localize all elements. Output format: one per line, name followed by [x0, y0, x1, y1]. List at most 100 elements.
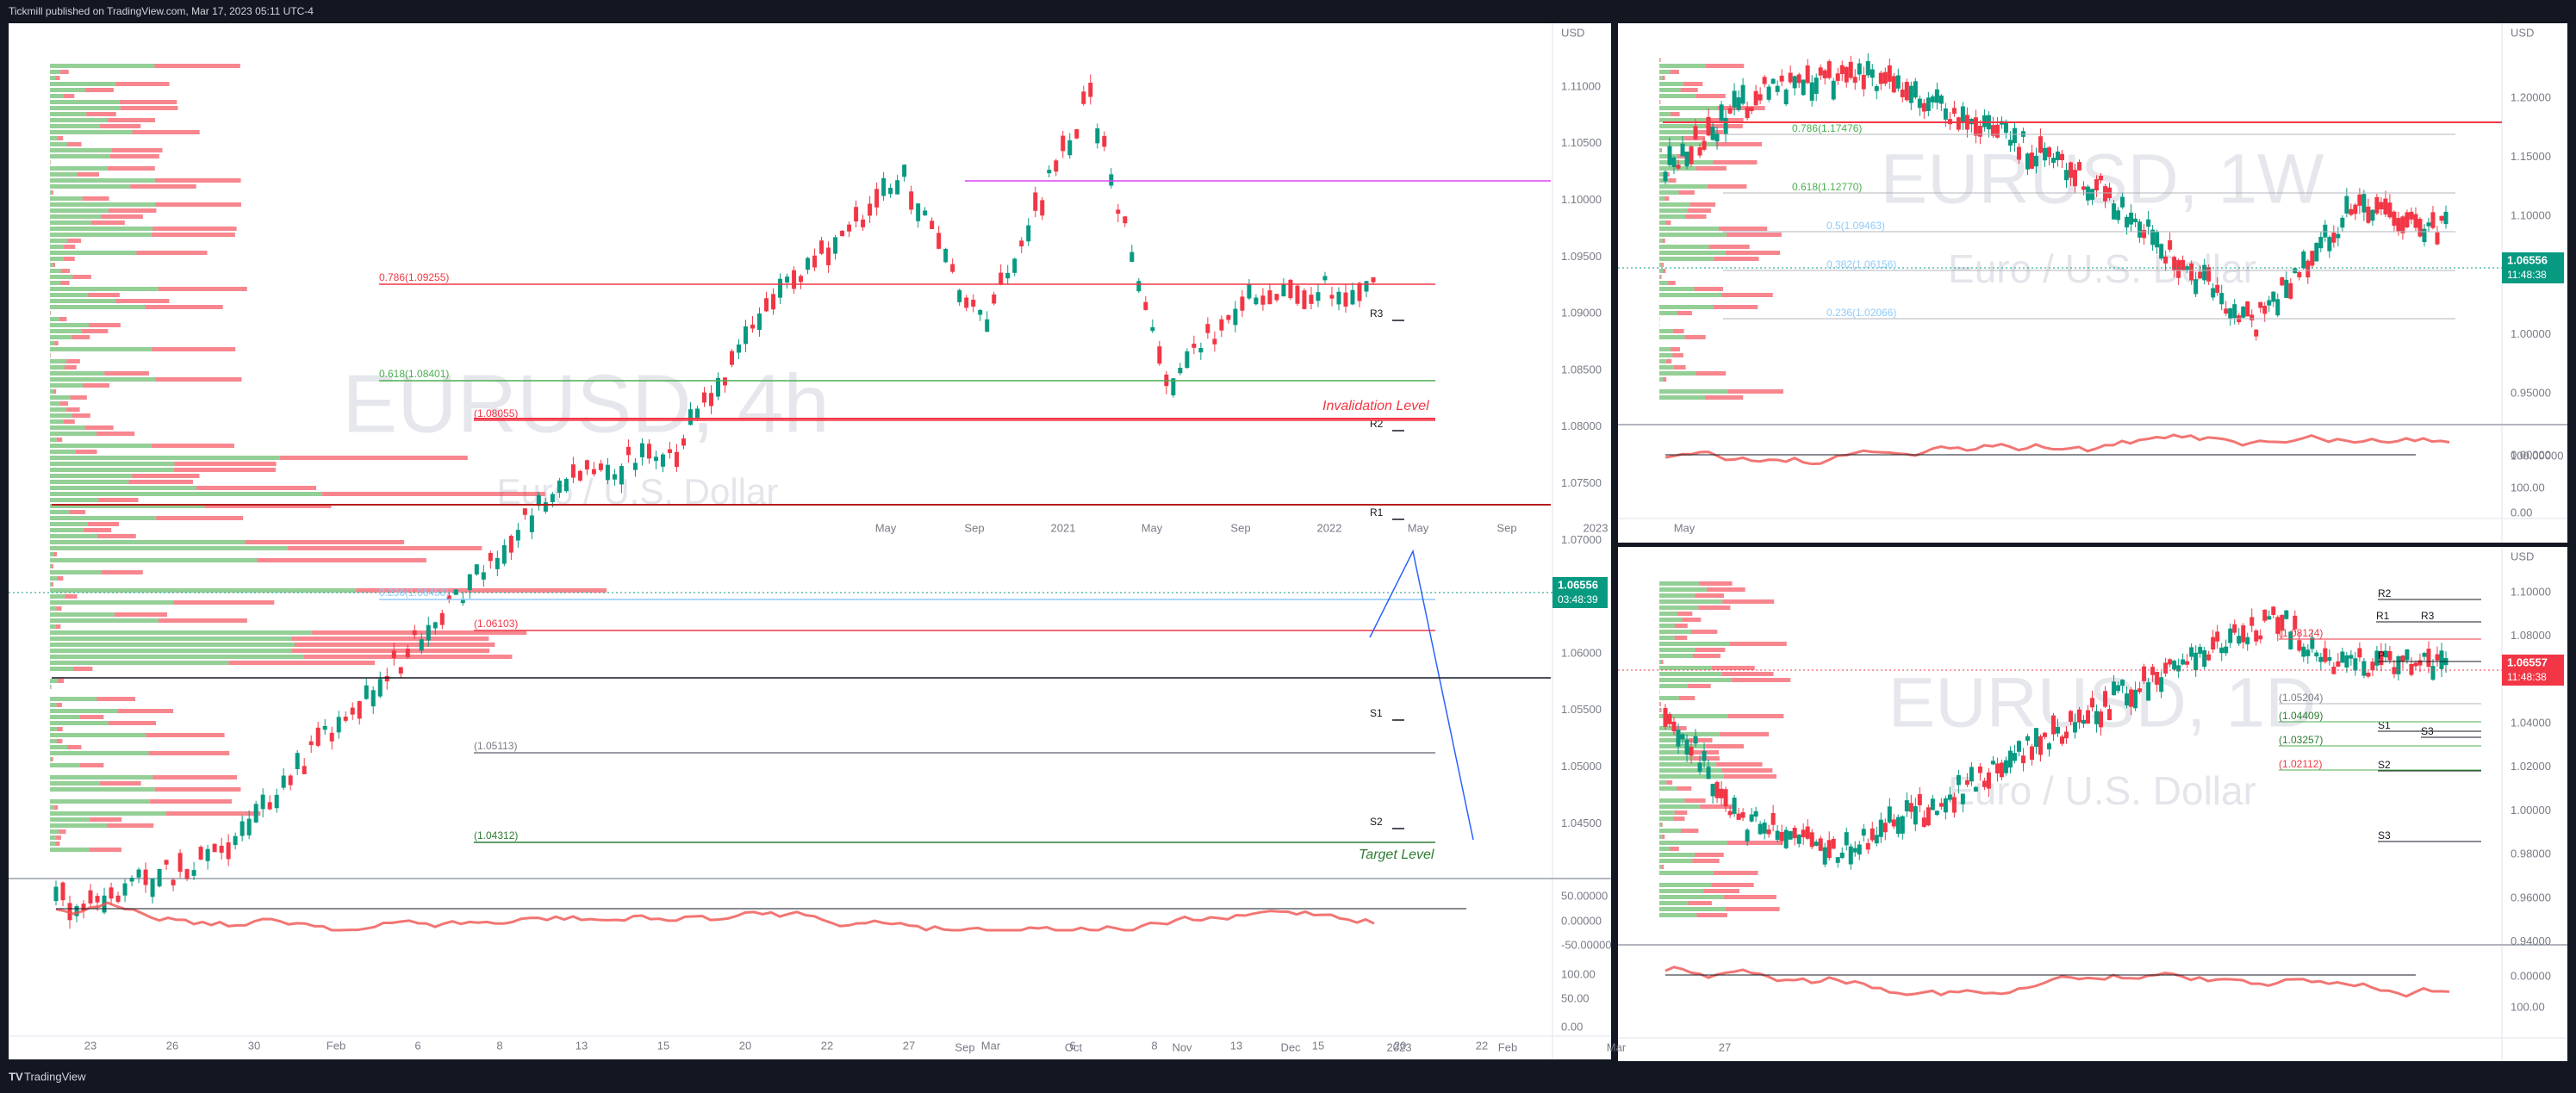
volume-profile-bar: [1659, 293, 1722, 297]
candle-body: [2038, 136, 2043, 153]
volume-profile-bar: [50, 347, 152, 351]
candle-body: [2435, 654, 2440, 661]
candle-body: [2060, 153, 2065, 160]
volume-profile-bar: [1659, 245, 1709, 249]
candle-body: [1240, 296, 1245, 311]
volume-profile-bar: [1659, 841, 1727, 845]
watermark-symbol: EURUSD, 1D: [1888, 664, 2317, 742]
candle-body: [1710, 127, 1715, 140]
candle-body: [1913, 806, 1918, 825]
volume-profile-bar: [57, 136, 64, 140]
price-label: 1.08500: [1561, 363, 1602, 376]
candle-body: [737, 344, 742, 353]
price-label: 1.10000: [2511, 209, 2551, 222]
candle-body: [2116, 210, 2121, 220]
candle-body: [1913, 81, 1918, 98]
volume-profile-bar: [50, 190, 53, 195]
candle-body: [2392, 667, 2397, 674]
candle-body: [584, 460, 589, 470]
candle-body: [2396, 218, 2401, 232]
volume-profile-bar: [1659, 901, 1689, 905]
volume-profile-bar: [88, 293, 120, 297]
volume-profile-bar: [1659, 239, 1663, 243]
volume-profile-bar: [1684, 335, 1706, 339]
volume-profile-bar: [50, 269, 61, 273]
candle-body: [1689, 146, 1694, 165]
candle-body: [1994, 763, 2000, 773]
volume-profile-bar: [228, 661, 376, 665]
candle-body: [1861, 74, 1866, 90]
volume-profile-bar: [1659, 305, 1714, 309]
candle-body: [1322, 276, 1328, 281]
candle-body: [1095, 128, 1100, 144]
candle-body: [1822, 70, 1827, 78]
candle-body: [446, 595, 451, 600]
volume-profile-bar: [1670, 847, 1679, 851]
candle-body: [1792, 76, 1797, 89]
candle-body: [2267, 300, 2272, 306]
candle-body: [1779, 831, 1784, 841]
candle-body: [1081, 91, 1086, 104]
candle-body: [2245, 637, 2250, 645]
candle-body: [2361, 661, 2367, 676]
candle-body: [1857, 63, 1862, 75]
volume-profile-bar: [63, 419, 75, 424]
volume-profile-bar: [50, 444, 152, 448]
candle-body: [826, 247, 831, 265]
volume-profile-bar: [54, 805, 59, 810]
volume-profile-bar: [50, 721, 109, 725]
candle-body: [2056, 726, 2060, 734]
candle-body: [2275, 617, 2280, 634]
candle-body: [2383, 650, 2388, 658]
level-label: (1.08124): [2279, 627, 2323, 639]
volume-profile-bar: [1674, 636, 1688, 640]
volume-profile-bar: [50, 510, 70, 514]
candle-body: [177, 853, 183, 873]
volume-profile-bar: [50, 492, 323, 496]
time-label: 20: [1394, 1039, 1406, 1052]
volume-profile-bar: [1659, 287, 1695, 291]
candle-body: [694, 408, 700, 419]
time-label: 6: [414, 1039, 420, 1052]
candle-body: [1005, 272, 1011, 279]
volume-profile-bar: [1659, 798, 1685, 803]
price-label: 1.10000: [1561, 193, 1602, 206]
candle-body: [2206, 267, 2212, 282]
volume-profile-bar: [50, 227, 153, 231]
volume-profile-bar: [50, 438, 57, 442]
volume-profile-bar: [1692, 859, 1720, 863]
volume-profile-bar: [1726, 251, 1781, 255]
candle-body: [2150, 229, 2156, 245]
volume-profile-bar: [1659, 660, 1662, 664]
time-label: Sep: [1496, 521, 1516, 534]
footer-brand[interactable]: TradingView: [24, 1070, 86, 1083]
candle-body: [1102, 135, 1107, 147]
candle-body: [2280, 277, 2285, 286]
volume-profile-bar: [1687, 684, 1711, 688]
volume-profile-bar: [1659, 847, 1671, 851]
candle-body: [1999, 762, 2004, 778]
candle-body: [895, 180, 900, 195]
candle-body: [1874, 835, 1879, 844]
volume-profile-bar: [1659, 786, 1677, 791]
candle-body: [619, 466, 624, 485]
volume-profile-bar: [50, 612, 115, 617]
candle-body: [1982, 780, 1987, 787]
volume-profile-bar: [1659, 666, 1712, 670]
candle-body: [833, 237, 838, 254]
time-label: 23: [84, 1039, 96, 1052]
candle-body: [612, 474, 617, 480]
volume-profile-bar: [50, 257, 64, 261]
candle-body: [723, 377, 728, 386]
candle-body: [1667, 713, 1672, 724]
candle-body: [2206, 654, 2212, 661]
volume-profile-bar: [50, 498, 99, 502]
volume-profile-bar: [1659, 58, 1661, 62]
volume-profile-bar: [1659, 618, 1683, 622]
volume-profile-bar: [1694, 287, 1723, 291]
candle-body: [2366, 673, 2371, 677]
volume-profile-bar: [1703, 889, 1739, 893]
volume-profile-bar: [1659, 142, 1716, 146]
price-label: 1.15000: [2511, 150, 2551, 163]
candle-body: [2254, 329, 2259, 337]
